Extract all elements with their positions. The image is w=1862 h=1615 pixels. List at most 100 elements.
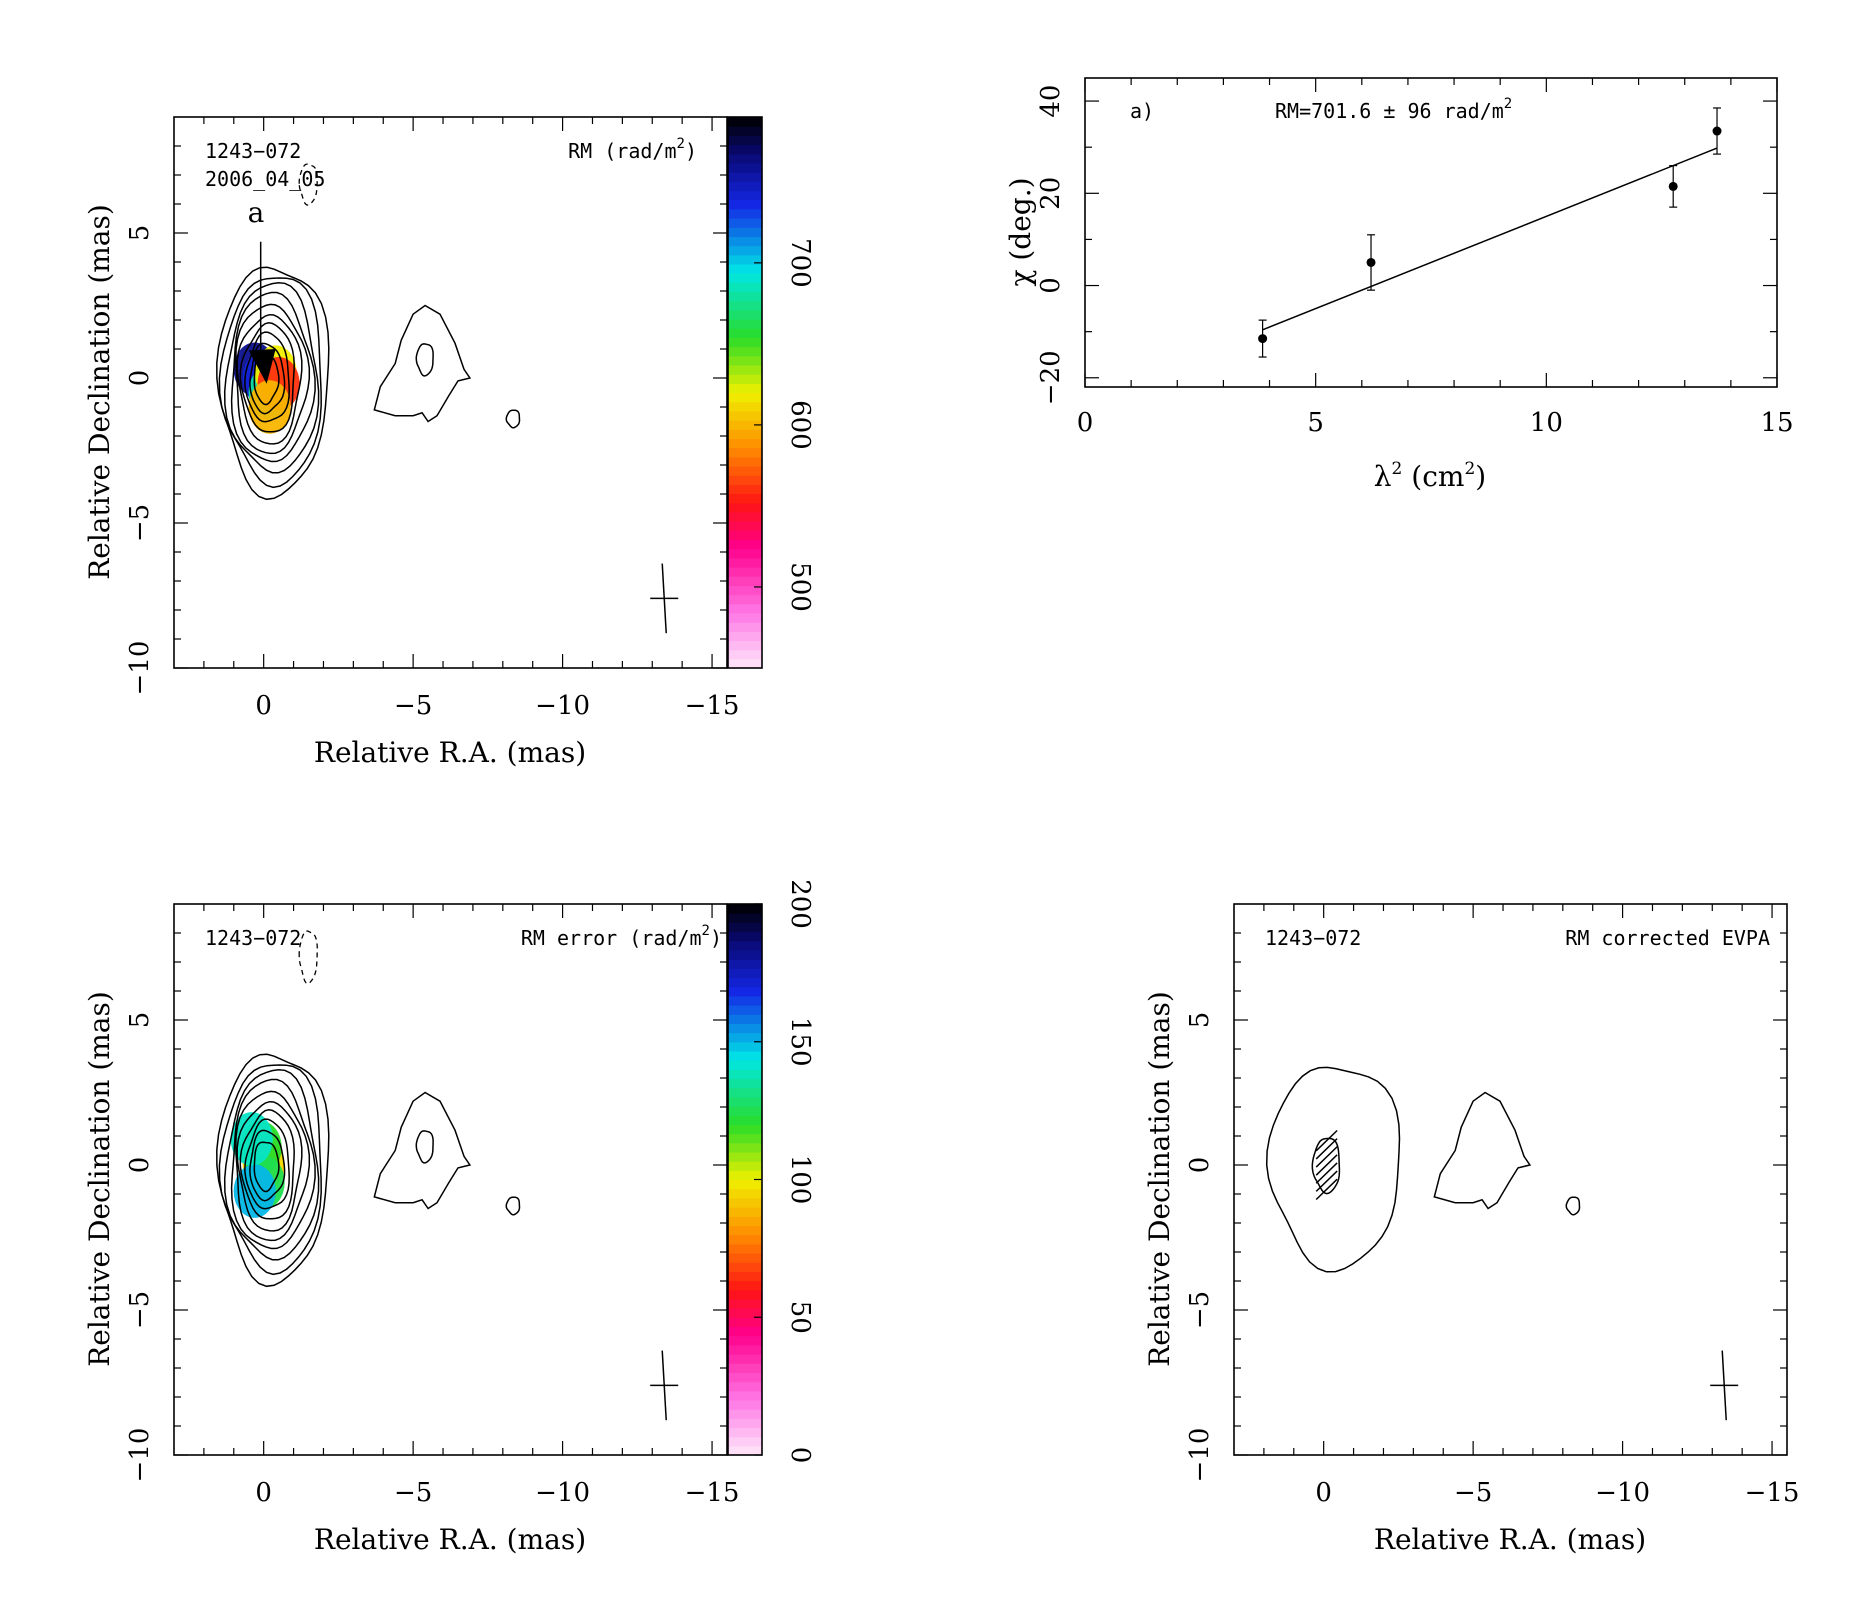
x-tick-label: −10: [535, 691, 590, 721]
colorbar-segment: [728, 1353, 762, 1364]
colorbar-segment: [728, 1372, 762, 1383]
knot-contour: [505, 1196, 521, 1216]
colorbar-segment: [728, 364, 762, 375]
colorbar-segment: [728, 263, 762, 274]
y-tick-label: −5: [125, 504, 155, 542]
colorbar-segment: [728, 429, 762, 440]
colorbar-segment: [728, 1326, 762, 1337]
knot-contour: [505, 409, 521, 429]
colorbar-segment: [728, 622, 762, 632]
evpa-vector: [1315, 1170, 1338, 1192]
rm-error-colorbar: 0 50 100 150 200: [727, 879, 815, 1464]
core-contour: [223, 281, 320, 474]
colorbar-segment: [728, 328, 762, 338]
colorbar-segment: [728, 1271, 762, 1282]
rm-error-map-label: RM error (rad/m2): [521, 923, 722, 950]
colorbar-segment: [728, 1032, 762, 1043]
core-contour: [230, 1078, 316, 1250]
evpa-map-panel: 0 −5 −10 −15 −10 −5 0 5 1243−072 RM corrected E…: [1143, 903, 1799, 1556]
evpa-map-xlabel: Relative R.A. (mas): [1374, 1523, 1646, 1556]
core-contour: [216, 1053, 330, 1288]
colorbar-segment: [728, 117, 762, 127]
y-tick-label: −5: [1185, 1291, 1215, 1329]
negative-contour: [298, 930, 318, 985]
colorbar-segment: [728, 940, 762, 951]
colorbar-segment: [728, 1252, 762, 1263]
core-contour: [239, 1109, 295, 1220]
colorbar-segment: [728, 126, 762, 136]
colorbar-segment: [728, 1243, 762, 1254]
core-contour: [236, 313, 303, 445]
colorbar-tick-label: 50: [785, 1301, 815, 1334]
rm-error-map-ticks: 0 −5 −10 −15 −10 −5 0 5: [125, 904, 739, 1508]
colorbar-segment: [728, 1005, 762, 1015]
colorbar-segment: [728, 300, 762, 311]
colorbar-segment: [728, 190, 762, 201]
colorbar-segment: [728, 557, 762, 568]
colorbar-segment: [728, 410, 762, 421]
colorbar-segment: [728, 1216, 762, 1227]
core-contour: [239, 322, 295, 433]
colorbar-segment: [728, 273, 762, 283]
rm-core-wedge: [248, 349, 276, 384]
colorbar-segment: [728, 1363, 762, 1373]
colorbar-segment: [728, 236, 762, 247]
colorbar-segment: [728, 968, 762, 979]
core-contour: [249, 1129, 286, 1202]
core-contour: [236, 1100, 303, 1232]
colorbar-segment: [728, 1142, 762, 1153]
beam-minor-axis: [661, 563, 667, 634]
evpa-map-ylabel: Relative Declination (mas): [1143, 991, 1176, 1367]
colorbar-segment: [728, 576, 762, 586]
colorbar-segment: [728, 1096, 762, 1107]
colorbar-segment: [728, 199, 762, 210]
y-tick-label: 0: [1185, 1157, 1215, 1174]
colorbar-segment: [728, 1399, 762, 1410]
colorbar-segment: [728, 475, 762, 485]
colorbar-segment: [728, 594, 762, 605]
colorbar-segment: [728, 465, 762, 476]
core-contour: [230, 291, 316, 463]
rm-map-ylabel: Relative Declination (mas): [83, 204, 116, 580]
x-tick-label: −10: [1595, 1478, 1650, 1508]
colorbar-tick-label: 100: [785, 1155, 815, 1205]
colorbar-segment: [728, 1427, 762, 1438]
colorbar-segment: [728, 1023, 762, 1034]
data-point: [1668, 181, 1678, 191]
evpa-map-frame: [1233, 903, 1788, 1456]
evpa-map-ticks: 0 −5 −10 −15 −10 −5 0 5: [1185, 904, 1799, 1508]
rm-map-panel: 0 −5 −10 −15 −10 −5 0 5 500 600 700 1243−072 2006…: [83, 116, 815, 769]
colorbar-segment: [728, 1234, 762, 1245]
data-point: [1366, 257, 1376, 267]
x-tick-label: −15: [685, 691, 740, 721]
colorbar-segment: [728, 144, 762, 155]
colorbar-segment: [728, 548, 762, 559]
rm-error-map-frame: [173, 903, 728, 1456]
rm-error-map-source: 1243−072: [205, 926, 301, 950]
fit-line: [1262, 147, 1718, 331]
colorbar-segment: [728, 1335, 762, 1346]
x-tick-label: 15: [1760, 408, 1793, 438]
colorbar-segment: [728, 913, 762, 923]
colorbar-segment: [728, 309, 762, 320]
colorbar-tick-label: 700: [785, 238, 815, 288]
x-tick-label: 0: [1315, 1478, 1332, 1508]
colorbar-segment: [728, 977, 762, 988]
x-tick-label: 10: [1530, 408, 1563, 438]
beam-minor-axis: [661, 1350, 667, 1421]
colorbar-segment: [728, 447, 762, 458]
colorbar-segment: [728, 1289, 762, 1300]
x-tick-label: 5: [1307, 408, 1324, 438]
colorbar-segment: [728, 995, 762, 1006]
y-tick-label: −10: [1185, 1428, 1215, 1483]
colorbar-segment: [728, 1436, 762, 1447]
x-tick-label: −10: [535, 1478, 590, 1508]
colorbar-tick-label: 0: [785, 1447, 815, 1464]
colorbar-segment: [728, 254, 762, 265]
y-tick-label: 0: [125, 370, 155, 387]
core-contour: [249, 342, 286, 415]
colorbar-segment: [728, 346, 762, 357]
colorbar-segment: [728, 245, 762, 256]
rm-fit-label: a): [1130, 99, 1154, 123]
colorbar-segment: [728, 511, 762, 522]
